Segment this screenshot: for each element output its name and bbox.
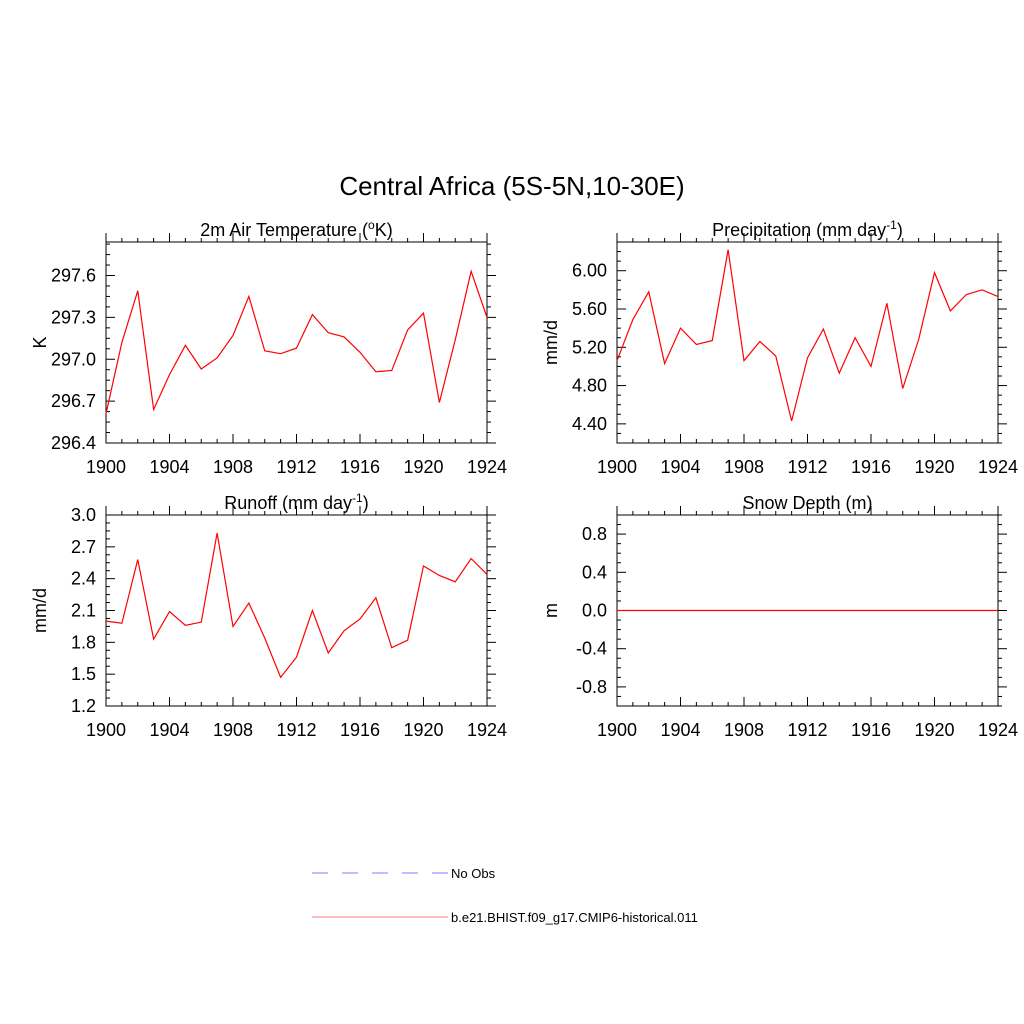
- legend-label: No Obs: [451, 866, 496, 881]
- x-tick-label: 1912: [787, 720, 827, 740]
- y-tick-label: 2.4: [71, 569, 96, 589]
- y-tick-label: 297.6: [51, 266, 96, 286]
- x-tick-label: 1916: [340, 720, 380, 740]
- panel-title-text: Runoff (mm day: [224, 493, 352, 513]
- y-tick-label: 297.0: [51, 349, 96, 369]
- panel-title-text-end: ): [897, 220, 903, 240]
- y-tick-label: 1.2: [71, 696, 96, 716]
- panel-title: 2m Air Temperature (oK): [200, 218, 392, 240]
- x-tick-label: 1924: [978, 720, 1018, 740]
- y-axis-label: mm/d: [541, 320, 561, 365]
- y-tick-label: 297.3: [51, 307, 96, 327]
- panel-title-text: Precipitation (mm day: [712, 220, 886, 240]
- x-tick-label: 1908: [213, 457, 253, 477]
- x-tick-label: 1904: [149, 457, 189, 477]
- y-tick-label: 4.40: [572, 414, 607, 434]
- panel-3: Runoff (mm day-1) mm/d 1900 1904 1908 1912 191…: [30, 491, 507, 740]
- panel-title-text-end: K): [375, 220, 393, 240]
- x-tick-label: 1900: [597, 457, 637, 477]
- y-tick-label: 1.8: [71, 632, 96, 652]
- x-tick-label: 1908: [213, 720, 253, 740]
- x-tick-label: 1920: [403, 457, 443, 477]
- y-tick-label: 0.8: [582, 524, 607, 544]
- x-tick-label: 1904: [149, 720, 189, 740]
- x-tick-label: 1916: [340, 457, 380, 477]
- x-tick-label: 1908: [724, 457, 764, 477]
- x-tick-label: 1920: [403, 720, 443, 740]
- x-tick-label: 1912: [276, 720, 316, 740]
- x-tick-label: 1916: [851, 457, 891, 477]
- x-tick-label: 1924: [978, 457, 1018, 477]
- figure-title: Central Africa (5S-5N,10-30E): [339, 171, 684, 201]
- x-tick-label: 1908: [724, 720, 764, 740]
- x-tick-label: 1900: [86, 720, 126, 740]
- x-tick-label: 1912: [787, 457, 827, 477]
- series-line: [105, 269, 488, 414]
- panel-4: Snow Depth (m) m 1900 1904 1908 1912 1916 1920 1…: [541, 493, 1018, 740]
- legend: No Obs b.e21.BHIST.f09_g17.CMIP6-historic…: [312, 866, 698, 925]
- y-tick-label: 0.0: [582, 601, 607, 621]
- panel-title: Snow Depth (m): [742, 493, 872, 513]
- legend-label: b.e21.BHIST.f09_g17.CMIP6-historical.011: [451, 910, 698, 925]
- panel-title-superscript: o: [368, 218, 375, 232]
- y-tick-label: 6.00: [572, 261, 607, 281]
- panel-title-text: 2m Air Temperature (: [200, 220, 368, 240]
- series-line: [616, 249, 999, 422]
- y-tick-label: 5.20: [572, 337, 607, 357]
- panel-title-text: Snow Depth (m): [742, 493, 872, 513]
- y-axis-label: K: [30, 336, 50, 348]
- legend-item-1: No Obs: [312, 866, 496, 881]
- panel-title-text-end: ): [363, 493, 369, 513]
- panel-title-superscript: -1: [352, 491, 363, 505]
- panel-2: Precipitation (mm day-1) mm/d 1900 1904 1908…: [541, 218, 1018, 477]
- x-tick-label: 1900: [597, 720, 637, 740]
- panel-1: 2m Air Temperature (oK) K 1900 1904 1908 1912…: [30, 218, 507, 477]
- y-tick-label: 5.60: [572, 299, 607, 319]
- series-line: [105, 532, 488, 679]
- y-tick-label: 4.80: [572, 376, 607, 396]
- y-tick-label: 296.4: [51, 433, 96, 453]
- x-tick-label: 1920: [914, 457, 954, 477]
- x-tick-label: 1924: [467, 457, 507, 477]
- y-tick-label: -0.4: [576, 639, 607, 659]
- x-tick-label: 1904: [660, 457, 700, 477]
- plot-frame: [105, 241, 488, 444]
- y-tick-label: 2.1: [71, 601, 96, 621]
- y-axis-label: mm/d: [30, 588, 50, 633]
- panels: 2m Air Temperature (oK) K 1900 1904 1908 1912…: [30, 218, 1018, 740]
- legend-item-2: b.e21.BHIST.f09_g17.CMIP6-historical.011: [312, 910, 698, 925]
- y-tick-label: 296.7: [51, 391, 96, 411]
- y-tick-label: -0.8: [576, 677, 607, 697]
- panel-title-superscript: -1: [886, 218, 897, 232]
- x-tick-label: 1912: [276, 457, 316, 477]
- plot-frame: [105, 514, 488, 707]
- y-tick-label: 2.7: [71, 537, 96, 557]
- x-tick-label: 1904: [660, 720, 700, 740]
- y-tick-label: 1.5: [71, 664, 96, 684]
- x-tick-label: 1916: [851, 720, 891, 740]
- y-axis-label: m: [541, 603, 561, 618]
- x-tick-label: 1920: [914, 720, 954, 740]
- x-tick-label: 1924: [467, 720, 507, 740]
- y-tick-label: 0.4: [582, 562, 607, 582]
- x-tick-label: 1900: [86, 457, 126, 477]
- panel-title: Precipitation (mm day-1): [712, 218, 903, 240]
- y-tick-label: 3.0: [71, 505, 96, 525]
- panel-title: Runoff (mm day-1): [224, 491, 368, 513]
